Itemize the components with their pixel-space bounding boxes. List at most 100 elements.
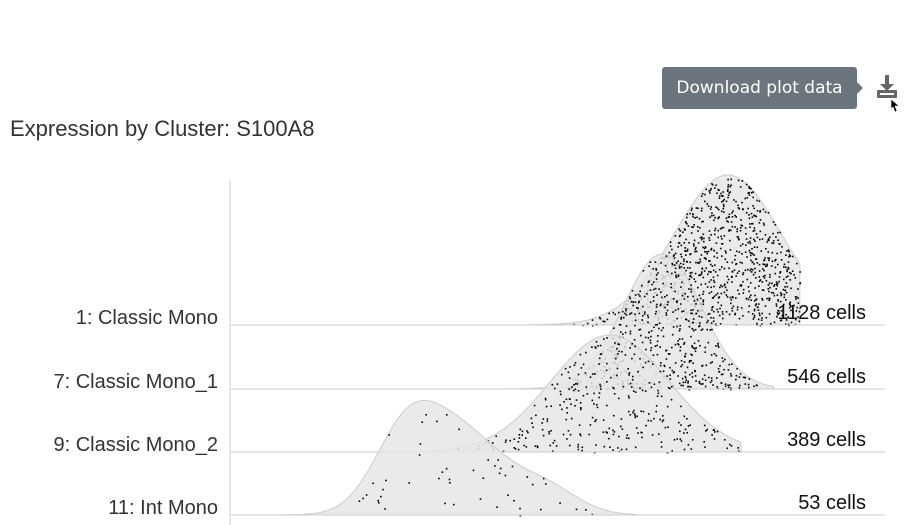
cell-point: [646, 293, 648, 295]
cell-point: [710, 206, 712, 208]
cell-point: [679, 234, 682, 237]
cell-point: [756, 199, 758, 202]
cell-point: [698, 294, 701, 297]
cell-point: [718, 195, 721, 197]
cell-point: [727, 184, 730, 186]
cell-point: [652, 354, 655, 356]
cell-point: [774, 272, 777, 275]
cell-point: [618, 343, 621, 346]
cell-point: [574, 383, 577, 385]
cell-point: [681, 338, 684, 340]
cell-point: [738, 317, 741, 320]
cell-point: [701, 328, 704, 330]
cell-point: [775, 303, 778, 305]
cell-point: [752, 196, 754, 199]
cell-point: [671, 248, 673, 251]
cell-point: [642, 270, 645, 272]
cell-point: [714, 227, 717, 230]
cell-point: [677, 246, 679, 248]
cell-point: [696, 298, 699, 301]
cell-point: [710, 379, 713, 382]
cell-point: [690, 386, 692, 388]
cell-point: [652, 268, 654, 270]
cell-point: [731, 261, 734, 264]
cell-point: [741, 253, 743, 255]
cell-point: [713, 438, 716, 440]
cell-point: [787, 323, 790, 326]
cell-point: [659, 418, 661, 421]
cell-point: [644, 336, 647, 339]
cell-point: [702, 276, 705, 279]
cell-point: [799, 282, 802, 284]
cell-point: [705, 430, 707, 432]
cell-point: [598, 392, 601, 394]
cell-point: [731, 363, 733, 365]
cell-point: [723, 205, 725, 208]
cell-point: [554, 387, 556, 390]
cell-point: [680, 365, 682, 368]
cell-point: [655, 310, 657, 313]
cell-point: [574, 388, 577, 391]
cell-point: [565, 418, 568, 421]
cell-point: [620, 418, 623, 420]
cell-point: [704, 251, 706, 253]
cell-point: [739, 373, 742, 375]
cell-point: [769, 286, 771, 289]
cell-point: [715, 242, 718, 244]
cell-point: [712, 384, 714, 386]
cell-point: [421, 421, 423, 423]
cell-point: [666, 451, 669, 454]
cell-point: [720, 304, 723, 307]
cell-point: [711, 361, 713, 363]
cell-point: [734, 254, 737, 257]
cell-point: [749, 251, 751, 254]
cell-point: [672, 326, 675, 328]
cell-point: [789, 279, 791, 281]
cell-point: [683, 267, 685, 269]
cell-point: [577, 443, 580, 446]
cell-point: [688, 361, 691, 363]
cell-point: [600, 388, 602, 390]
cell-point: [680, 286, 682, 288]
cell-point: [605, 369, 608, 372]
cell-point: [734, 312, 737, 315]
cell-point: [768, 299, 770, 301]
cell-point: [789, 304, 791, 306]
cell-point: [764, 211, 767, 213]
cell-point: [690, 284, 692, 286]
cell-point: [699, 345, 701, 347]
cell-point: [736, 230, 738, 233]
cell-point: [716, 386, 718, 388]
cell-point: [751, 313, 754, 315]
cell-point: [579, 434, 582, 437]
cell-point: [695, 380, 697, 382]
cell-point: [710, 286, 712, 289]
cell-point: [595, 347, 597, 349]
cell-point: [673, 439, 676, 441]
cell-point: [688, 360, 691, 362]
cell-point: [750, 252, 753, 254]
cell-point: [740, 224, 743, 227]
download-plot-data-button[interactable]: [874, 72, 904, 114]
cell-point: [697, 340, 700, 342]
cell-point: [711, 184, 714, 186]
cell-point: [772, 242, 775, 244]
cell-point: [637, 293, 640, 296]
cell-point: [739, 284, 742, 287]
cell-point: [487, 459, 489, 461]
cell-point: [772, 292, 775, 294]
cell-point: [749, 269, 751, 272]
cell-point: [777, 313, 779, 316]
cell-point: [553, 439, 556, 442]
cell-point: [575, 399, 578, 401]
cell-point: [731, 310, 734, 312]
cell-point: [775, 305, 778, 307]
cell-point: [747, 207, 749, 210]
cell-point: [739, 229, 742, 232]
cell-point: [708, 292, 711, 294]
cell-point: [732, 305, 735, 308]
cell-point: [591, 346, 593, 348]
cell-point: [632, 390, 635, 392]
cell-point: [657, 389, 659, 392]
cell-point: [740, 284, 743, 286]
